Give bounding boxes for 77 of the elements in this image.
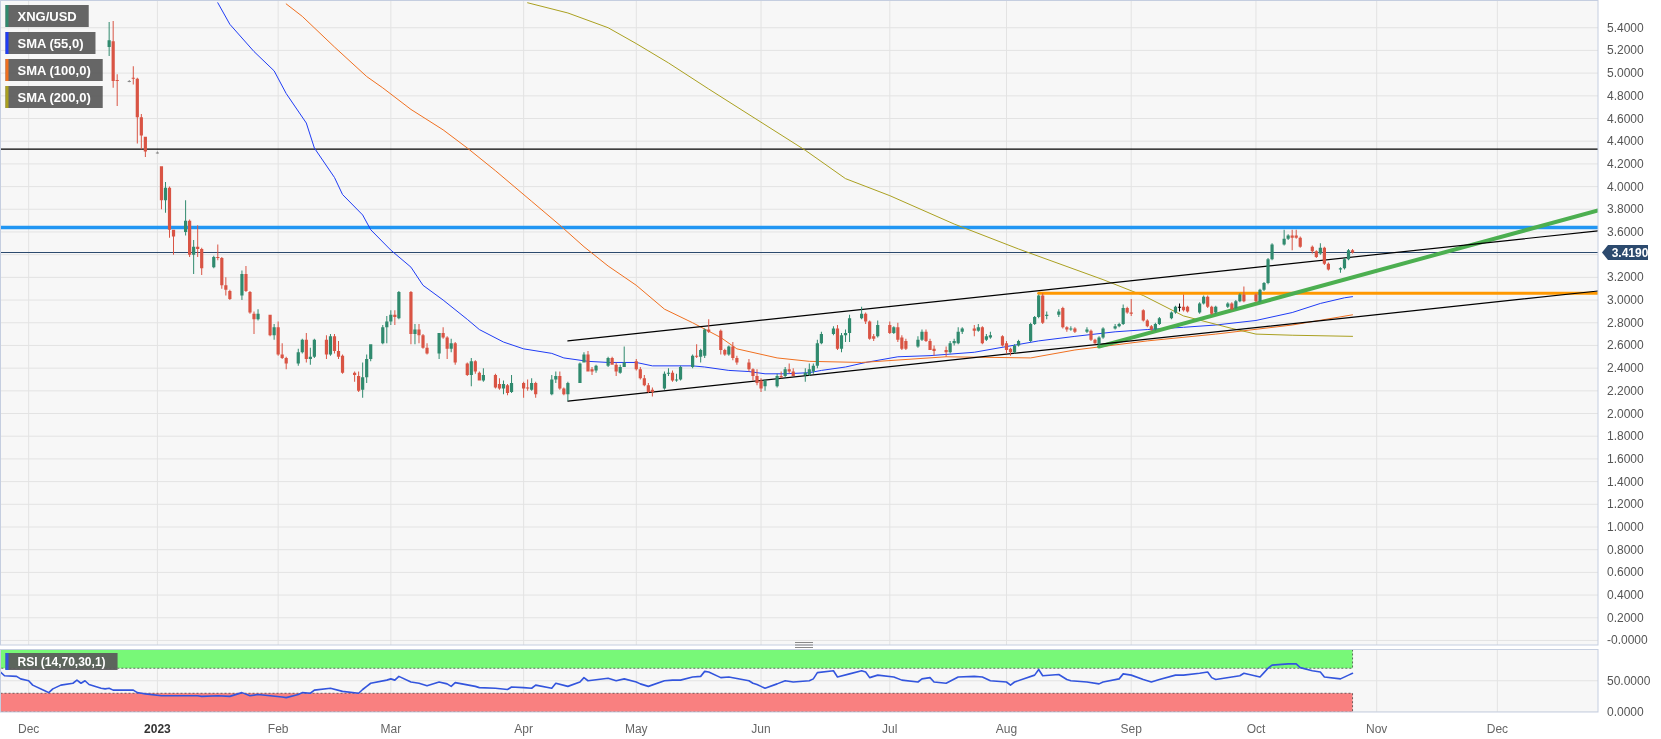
y-tick-label: 1.8000 (1607, 429, 1645, 444)
x-tick-label: Mar (380, 722, 402, 736)
y-tick-label: 0.8000 (1607, 542, 1645, 557)
ref-line-label: 3.4190 (1611, 245, 1649, 260)
candlestick (131, 66, 135, 85)
y-tick-label: 3.0000 (1607, 293, 1645, 308)
y-tick-label: 3.6000 (1607, 224, 1645, 239)
candlestick (196, 225, 200, 257)
candlestick (1290, 229, 1294, 251)
y-tick-label: 1.0000 (1607, 519, 1645, 534)
candlestick (1177, 303, 1182, 312)
x-tick-label: Oct (1246, 722, 1266, 736)
y-tick-label: 50.0000 (1607, 673, 1651, 688)
y-tick-label: 1.4000 (1607, 474, 1645, 489)
x-tick-label: Apr (514, 722, 533, 736)
x-tick-label: 2023 (144, 722, 172, 736)
candlestick (787, 363, 791, 374)
candlestick (248, 290, 252, 314)
y-tick-label: 4.4000 (1607, 134, 1645, 149)
x-tick-label: Nov (1366, 722, 1388, 736)
candlestick (988, 331, 992, 339)
y-tick-label: 3.8000 (1607, 202, 1645, 217)
legend-label: RSI (14,70,30,1) (17, 654, 106, 669)
y-tick-label: 0.2000 (1607, 610, 1645, 625)
candlestick (586, 351, 590, 372)
legend-label: SMA (100,0) (17, 62, 91, 78)
candlestick (1350, 249, 1355, 254)
x-tick-label: Dec (18, 722, 40, 736)
y-tick-label: 0.0000 (1607, 705, 1645, 719)
candlestick (240, 270, 244, 301)
x-tick-label: Feb (267, 722, 289, 736)
y-tick-label: 2.8000 (1607, 315, 1645, 330)
y-tick-label: 4.8000 (1607, 88, 1645, 103)
candlestick (763, 379, 767, 391)
candlestick (244, 266, 248, 293)
candlestick (1129, 298, 1133, 316)
y-tick-label: 2.4000 (1607, 361, 1645, 376)
legend-label: XNG/USD (17, 8, 77, 24)
candlestick (1085, 327, 1089, 333)
y-tick-label: 5.2000 (1607, 43, 1645, 58)
candlestick (409, 290, 413, 345)
y-tick-label: 3.2000 (1607, 270, 1645, 285)
candlestick (413, 323, 417, 345)
candlestick (155, 151, 160, 154)
y-tick-label: 4.6000 (1607, 111, 1645, 126)
candlestick (695, 344, 699, 358)
candlestick (417, 323, 421, 344)
y-tick-label: 2.0000 (1607, 406, 1645, 421)
y-tick-label: -0.0000 (1607, 633, 1649, 648)
y-tick-label: 5.0000 (1607, 66, 1645, 81)
x-tick-label: Sep (1120, 722, 1143, 736)
y-tick-label: 5.4000 (1607, 20, 1645, 35)
y-tick-label: 1.2000 (1607, 497, 1645, 512)
legend-label: SMA (55,0) (17, 35, 84, 51)
legend-label: SMA (200,0) (17, 89, 91, 105)
candlestick (1065, 326, 1069, 332)
x-tick-label: Dec (1486, 722, 1509, 736)
y-tick-label: 4.2000 (1607, 156, 1645, 171)
line-series (527, 2, 1354, 337)
x-tick-label: May (624, 722, 648, 736)
x-tick-label: Jul (882, 722, 898, 736)
candlestick (594, 364, 598, 373)
x-tick-label: Aug (995, 722, 1018, 736)
candlestick (1258, 288, 1262, 303)
candlestick (252, 311, 256, 335)
candlestick (1254, 293, 1258, 303)
candlestick (216, 244, 220, 261)
candlestick (674, 373, 679, 382)
x-tick-label: Jun (751, 722, 771, 736)
y-tick-label: 1.6000 (1607, 451, 1645, 466)
y-tick-label: 4.0000 (1607, 179, 1645, 194)
y-tick-label: 2.2000 (1607, 383, 1645, 398)
candlestick (1089, 329, 1093, 341)
y-tick-label: 2.6000 (1607, 338, 1645, 353)
y-tick-label: 0.6000 (1607, 565, 1645, 580)
candlestick (578, 362, 582, 383)
y-tick-label: 0.4000 (1607, 588, 1645, 603)
